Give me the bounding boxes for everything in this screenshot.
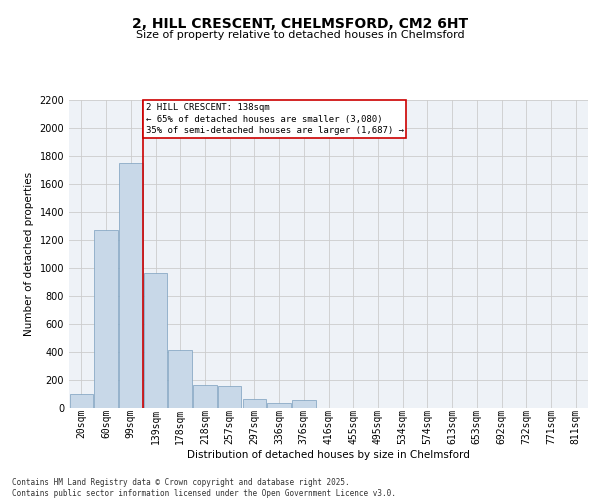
Bar — [193, 385, 217, 407]
Bar — [119, 163, 143, 408]
X-axis label: Distribution of detached houses by size in Chelmsford: Distribution of detached houses by size … — [187, 450, 470, 460]
Bar — [268, 402, 291, 407]
Bar — [169, 350, 192, 408]
Bar — [292, 400, 316, 407]
Text: 2, HILL CRESCENT, CHELMSFORD, CM2 6HT: 2, HILL CRESCENT, CHELMSFORD, CM2 6HT — [132, 18, 468, 32]
Text: Contains HM Land Registry data © Crown copyright and database right 2025.
Contai: Contains HM Land Registry data © Crown c… — [12, 478, 396, 498]
Text: Size of property relative to detached houses in Chelmsford: Size of property relative to detached ho… — [136, 30, 464, 40]
Bar — [70, 394, 93, 407]
Text: 2 HILL CRESCENT: 138sqm
← 65% of detached houses are smaller (3,080)
35% of semi: 2 HILL CRESCENT: 138sqm ← 65% of detache… — [146, 103, 404, 136]
Bar — [144, 274, 167, 407]
Bar — [218, 386, 241, 407]
Bar — [242, 399, 266, 407]
Bar — [94, 230, 118, 408]
Y-axis label: Number of detached properties: Number of detached properties — [24, 172, 34, 336]
